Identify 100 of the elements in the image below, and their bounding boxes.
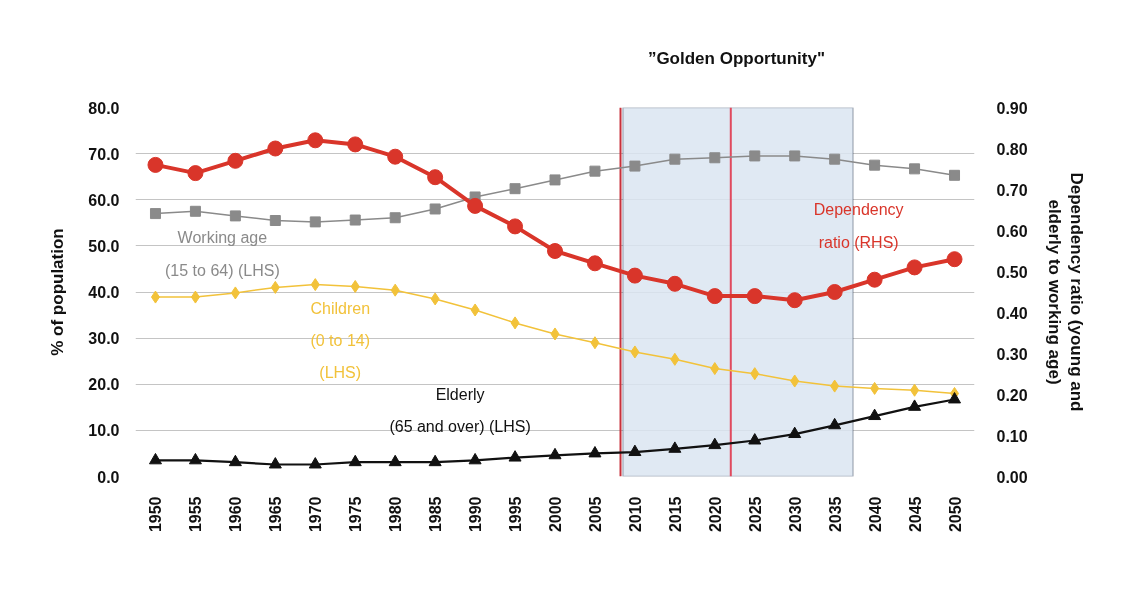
point xyxy=(547,243,563,259)
point xyxy=(227,152,244,169)
point xyxy=(826,284,843,300)
point xyxy=(949,169,961,181)
x-tick-label: 1955 xyxy=(187,496,205,533)
point xyxy=(629,160,641,172)
point xyxy=(910,383,920,397)
x-tick-label: 2000 xyxy=(547,496,564,533)
series-label: Elderly (65 and over) (LHS) xyxy=(389,385,531,436)
y-tick-label: 70.0 xyxy=(88,145,120,163)
y-tick-label: 50.0 xyxy=(88,237,120,255)
y2-tick-label: 0.40 xyxy=(996,304,1028,322)
point xyxy=(510,316,520,330)
point xyxy=(150,290,160,304)
point xyxy=(467,197,484,214)
point xyxy=(188,452,202,465)
point xyxy=(270,280,280,294)
point xyxy=(269,215,281,227)
point xyxy=(748,433,762,445)
point xyxy=(429,203,441,215)
x-tick-label: 1980 xyxy=(387,496,405,533)
point xyxy=(709,152,721,164)
point xyxy=(866,271,883,288)
point xyxy=(430,292,440,306)
point xyxy=(948,392,962,404)
point xyxy=(349,214,361,226)
point xyxy=(190,290,200,304)
y2-tick-label: 0.60 xyxy=(996,222,1028,240)
point xyxy=(550,327,560,341)
point xyxy=(309,216,321,228)
x-tick-label: 1965 xyxy=(267,496,285,533)
y2-tick-label: 0.20 xyxy=(996,386,1028,404)
y2-tick-label: 0.00 xyxy=(996,468,1028,486)
point xyxy=(946,251,963,268)
point xyxy=(828,417,842,430)
point xyxy=(870,381,880,395)
point xyxy=(388,454,402,467)
y-tick-label: 30.0 xyxy=(88,330,120,348)
point xyxy=(389,212,401,224)
point xyxy=(788,426,802,439)
x-tick-label: 2020 xyxy=(706,496,724,533)
x-tick-label: 2030 xyxy=(786,496,804,533)
point xyxy=(147,156,164,173)
point xyxy=(670,352,680,366)
x-tick-label: 1985 xyxy=(427,496,445,533)
point xyxy=(746,288,763,305)
point xyxy=(267,140,284,157)
x-tick-label: 2035 xyxy=(826,496,844,533)
y-tick-label: 20.0 xyxy=(88,376,120,394)
y2-tick-label: 0.80 xyxy=(996,140,1028,158)
point xyxy=(710,362,720,376)
point xyxy=(666,275,683,292)
point xyxy=(187,165,204,182)
point xyxy=(750,367,760,381)
y-tick-label: 10.0 xyxy=(88,422,120,440)
point xyxy=(549,174,561,186)
point xyxy=(350,279,360,293)
point xyxy=(308,457,322,469)
point xyxy=(509,183,521,195)
point xyxy=(830,379,840,393)
point xyxy=(348,454,362,467)
point xyxy=(628,444,642,457)
y-tick-label: 0.0 xyxy=(97,468,120,486)
x-tick-label: 2015 xyxy=(666,496,684,533)
point xyxy=(507,218,524,235)
x-tick-label: 1960 xyxy=(227,496,245,533)
point xyxy=(468,452,482,465)
point xyxy=(908,399,922,411)
point xyxy=(786,292,803,309)
point xyxy=(307,132,324,149)
point xyxy=(268,457,282,469)
x-tick-label: 1975 xyxy=(347,496,365,533)
point xyxy=(668,441,682,453)
y2-tick-label: 0.90 xyxy=(996,99,1028,117)
band-label: ”Golden Opportunity" xyxy=(647,48,825,68)
x-tick-label: 2045 xyxy=(906,496,924,533)
point xyxy=(868,408,882,421)
point xyxy=(669,153,681,165)
point xyxy=(470,303,480,317)
point xyxy=(706,288,723,305)
x-tick-label: 1950 xyxy=(147,496,165,533)
y2-axis-title: Dependency ratio (young and elderly to working age) xyxy=(1044,172,1087,412)
point xyxy=(148,452,162,465)
x-tick-label: 2040 xyxy=(866,496,884,533)
point xyxy=(588,446,602,458)
x-tick-label: 2025 xyxy=(746,496,764,533)
point xyxy=(589,165,601,177)
x-tick-label: 2050 xyxy=(946,496,964,533)
point xyxy=(869,159,881,171)
series-label: Working age (15 to 64) (LHS) xyxy=(165,229,280,279)
x-tick-label: 1970 xyxy=(307,496,325,533)
point xyxy=(427,169,444,186)
y-tick-label: 60.0 xyxy=(88,191,120,209)
y-tick-label: 40.0 xyxy=(88,284,120,301)
series-label: Children (0 to 14) (LHS) xyxy=(310,299,371,382)
point xyxy=(708,437,722,450)
point xyxy=(387,148,404,165)
series-label: Dependency ratio (RHS) xyxy=(813,201,904,251)
y-tick-label: 80.0 xyxy=(88,99,120,117)
point xyxy=(749,150,761,162)
